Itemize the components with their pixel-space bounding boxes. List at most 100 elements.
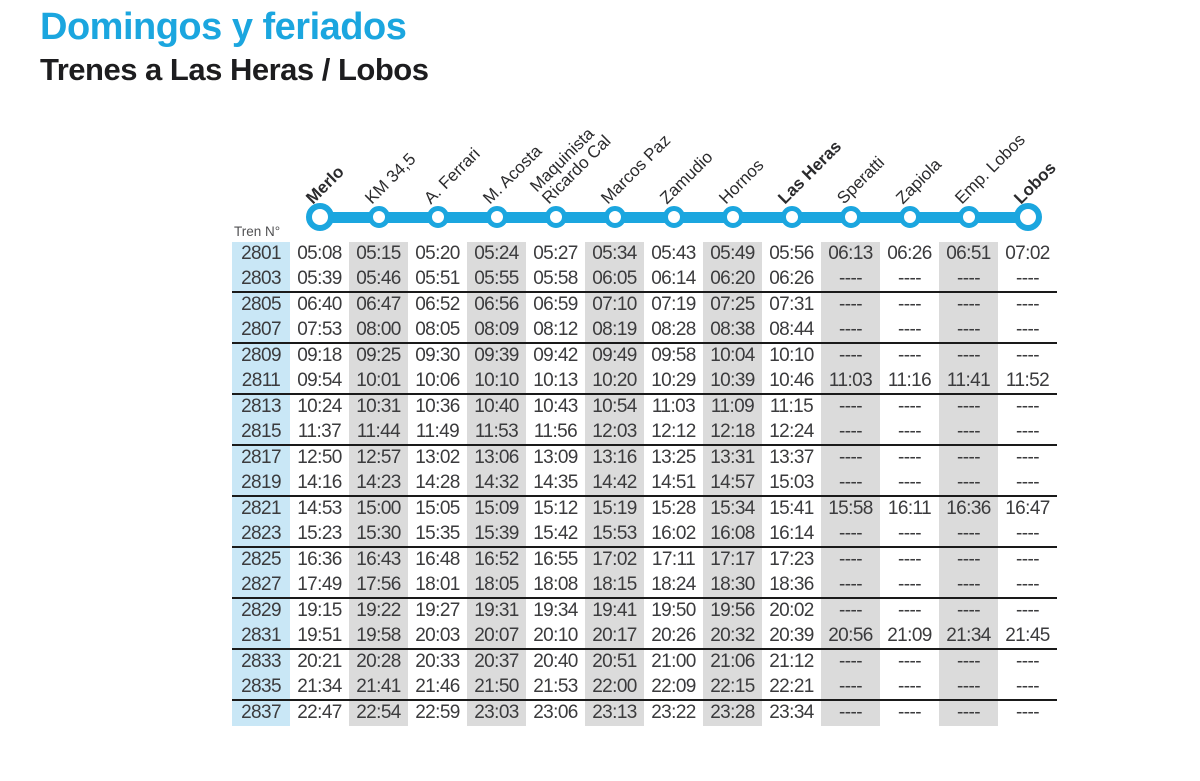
time-cell: 15:34 [703, 496, 762, 522]
time-cell: ---- [898, 651, 922, 672]
time-cell: 08:00 [349, 317, 408, 344]
time-cell: 12:24 [762, 419, 821, 446]
time-cell: 15:42 [526, 521, 585, 548]
time-cell: ---- [898, 447, 922, 468]
time-cell: 18:30 [703, 572, 762, 599]
time-cell: 11:41 [939, 368, 998, 395]
station-dot [839, 206, 862, 228]
time-cell: 14:35 [526, 470, 585, 497]
time-cell: 15:09 [467, 496, 526, 522]
time-cell: ---- [939, 317, 998, 344]
time-cell: 10:06 [408, 368, 467, 395]
train-number-cell: 2835 [232, 674, 290, 701]
time-cell: 06:14 [644, 266, 703, 293]
time-cell: 10:40 [467, 394, 526, 420]
time-cell: ---- [998, 572, 1057, 599]
time-cell: ---- [998, 317, 1057, 344]
time-cell: 14:53 [297, 498, 342, 519]
route-diagram: Merlo KM 34,5 A. Ferrari M. Acosta Maquinist… [0, 0, 1200, 241]
time-cell: 11:03 [651, 396, 696, 417]
time-cell: ---- [998, 419, 1057, 446]
time-cell: ---- [939, 598, 998, 624]
time-cell: 21:50 [467, 674, 526, 701]
time-cell: 07:10 [585, 292, 644, 318]
time-cell: 06:05 [585, 266, 644, 293]
time-cell: 05:27 [533, 243, 578, 264]
time-cell: 21:53 [526, 674, 585, 701]
time-cell: 22:21 [762, 674, 821, 701]
time-cell: ---- [939, 700, 998, 726]
timetable-row: 2825 16:36 16:43 16:48 16:52 16:55 17:02 17:11 1… [232, 547, 1057, 573]
time-cell: ---- [821, 266, 880, 293]
time-cell: 23:28 [703, 700, 762, 726]
time-cell: 14:42 [585, 470, 644, 497]
time-cell: 22:09 [644, 674, 703, 701]
time-cell: 16:52 [467, 547, 526, 573]
time-cell: 15:05 [415, 498, 460, 519]
time-cell: 07:19 [651, 294, 696, 315]
time-cell: 19:56 [703, 598, 762, 624]
time-cell: 15:19 [585, 496, 644, 522]
time-cell: ---- [939, 343, 998, 369]
time-cell: 20:21 [297, 651, 342, 672]
time-cell: 12:18 [703, 419, 762, 446]
time-cell: ---- [998, 470, 1057, 497]
time-cell: 15:00 [349, 496, 408, 522]
time-cell: 15:03 [762, 470, 821, 497]
time-cell: 16:55 [533, 549, 578, 570]
time-cell: 10:24 [297, 396, 342, 417]
time-cell: ---- [939, 445, 998, 471]
time-cell: 21:45 [998, 623, 1057, 650]
time-cell: 12:12 [644, 419, 703, 446]
time-cell: 18:08 [526, 572, 585, 599]
time-cell: 22:47 [297, 702, 342, 723]
train-number-cell: 2831 [232, 623, 290, 650]
timetable-row: 2819 14:16 14:23 14:28 14:32 14:35 14:42 14:51 1… [232, 470, 1057, 497]
train-number-cell: 2803 [232, 266, 290, 293]
time-cell: 19:41 [585, 598, 644, 624]
time-cell: 23:06 [533, 702, 578, 723]
time-cell: 20:40 [533, 651, 578, 672]
time-cell: 11:44 [349, 419, 408, 446]
time-cell: 06:59 [533, 294, 578, 315]
time-cell: 08:05 [408, 317, 467, 344]
time-cell: 07:53 [290, 317, 349, 344]
time-cell: 05:39 [290, 266, 349, 293]
time-cell: 05:51 [408, 266, 467, 293]
time-cell: ---- [939, 266, 998, 293]
time-cell: 15:39 [467, 521, 526, 548]
time-cell: 19:58 [349, 623, 408, 650]
timetable-row: 2803 05:39 05:46 05:51 05:55 05:58 06:05 06:14 0… [232, 266, 1057, 293]
time-cell: 10:36 [415, 396, 460, 417]
timetable-row: 2827 17:49 17:56 18:01 18:05 18:08 18:15 18:24 1… [232, 572, 1057, 599]
time-cell: 13:16 [585, 445, 644, 471]
time-cell: 05:56 [769, 243, 814, 264]
time-cell: 07:25 [703, 292, 762, 318]
time-cell: 13:02 [415, 447, 460, 468]
time-cell: 20:33 [415, 651, 460, 672]
timetable-row: 2837 22:47 22:54 22:59 23:03 23:06 23:13 23:22 2… [232, 700, 1057, 726]
time-cell: 19:50 [651, 600, 696, 621]
time-cell: ---- [821, 419, 880, 446]
station-dot [780, 206, 803, 228]
time-cell: 20:32 [703, 623, 762, 650]
time-cell: ---- [880, 470, 939, 497]
time-cell: ---- [898, 549, 922, 570]
time-cell: 08:12 [526, 317, 585, 344]
time-cell: ---- [1016, 702, 1040, 723]
time-cell: 18:36 [762, 572, 821, 599]
time-cell: ---- [821, 317, 880, 344]
time-cell: 18:01 [408, 572, 467, 599]
time-cell: 23:03 [467, 700, 526, 726]
time-cell: 09:30 [415, 345, 460, 366]
time-cell: 16:14 [762, 521, 821, 548]
time-cell: 22:54 [349, 700, 408, 726]
station-dot [721, 206, 744, 228]
time-cell: ---- [939, 521, 998, 548]
time-cell: 17:11 [651, 549, 696, 570]
time-cell: 07:02 [1005, 243, 1050, 264]
page-title: Domingos y feriados [40, 6, 407, 48]
time-cell: 11:09 [703, 394, 762, 420]
time-cell: ---- [880, 266, 939, 293]
time-cell: 05:46 [349, 266, 408, 293]
